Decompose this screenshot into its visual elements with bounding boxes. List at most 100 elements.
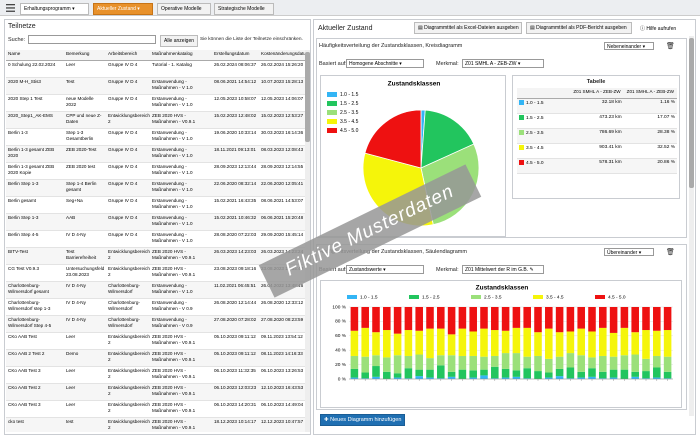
- table-row[interactable]: Berlin 1-3 gesamt ZEB 2020 ZEB 2020-Test G…: [6, 145, 306, 163]
- bar-segment: [372, 355, 380, 367]
- bar-segment: [512, 307, 521, 328]
- table-header: Z01 SMHL A - ZEB-ZW Z01 SMHL A - ZEB-ZW: [517, 88, 677, 99]
- bar-segment: [599, 327, 607, 356]
- mode-select[interactable]: Übereinander ▾: [604, 248, 654, 256]
- bar-segment: [350, 330, 359, 356]
- legend-label: 1.0 - 1.5: [340, 92, 359, 98]
- bar-segment: [534, 355, 542, 372]
- table-row[interactable]: BITV-Test Test Barrierefreiheit Entwicklun…: [6, 247, 306, 265]
- table-row[interactable]: 2020_Step1_AK-EMS CPP und neue Z-Daten Ent…: [6, 111, 306, 129]
- search-input[interactable]: [28, 35, 156, 44]
- pdf-button[interactable]: ▤ Diagrammtitel als PDF-Bericht ausgeben: [526, 22, 632, 34]
- bar-segment: [599, 355, 607, 372]
- table-cell: Demo: [64, 349, 106, 367]
- bar-segment: [350, 368, 359, 378]
- column-header: Kostenänderungsdatum: [259, 50, 306, 61]
- delete-icon[interactable]: 🗑: [666, 249, 675, 256]
- based-select[interactable]: Homogene Abschnitte ▾: [346, 59, 424, 68]
- table-row[interactable]: Charlottenburg-Wilmersdorf step 1-3 IV D …: [6, 298, 306, 316]
- bar-segment: [653, 355, 661, 368]
- pie-slice: [420, 109, 475, 169]
- bar-segment: [372, 366, 380, 377]
- table-cell: 15.02.2021 16:43:35: [212, 196, 259, 214]
- table-row: 1.0 - 1.5 32.18 km 1.16 %: [517, 98, 677, 114]
- table-row[interactable]: Berlin gesamt Seg+Na Gruppe IV D 4 Erstanwe…: [6, 196, 306, 214]
- table-row[interactable]: 2020 Step 1 Test neue Modelle 2022 Gruppe …: [6, 94, 306, 112]
- table-cell: Entwicklungsbereich 2: [106, 349, 150, 367]
- table-row[interactable]: Berlin 1-3 Step 1-3 Gesamtberlin Gruppe IV…: [6, 128, 306, 146]
- tab-active[interactable]: Aktueller Zustand ▾: [93, 3, 153, 15]
- button-label: Diagrammtitel als PDF-Bericht ausgeben: [536, 25, 627, 31]
- y-tick-label: 20 %: [335, 362, 347, 368]
- table-row[interactable]: Berlin Step 4-5 IV D 4-Ny Gruppe IV D 4 Ers…: [6, 230, 306, 248]
- based-label: Basiert auf:: [319, 267, 347, 273]
- table-cell: 06.10.2023 14:49:04: [259, 400, 306, 418]
- add-diagram-button[interactable]: ✚ Neues Diagramm hinzufügen: [320, 414, 406, 426]
- table-cell: 09.11.2023 13:54:12: [259, 332, 306, 350]
- table-cell: Leer: [64, 366, 106, 384]
- bar-segment: [404, 307, 413, 331]
- bar-segment: [350, 307, 359, 331]
- bar-segment: [555, 356, 564, 369]
- bar-segment: [415, 354, 423, 370]
- table-row[interactable]: Charlottenburg-Wilmersdorf Step 4-5 IV D …: [6, 315, 306, 333]
- table-cell: Berlin Step 4-5: [6, 230, 64, 248]
- bar-segment: [469, 355, 477, 371]
- table-row[interactable]: Berlin 1-3 gesamt ZEB 2020 Kopie ZEB 2020…: [6, 162, 306, 180]
- table-cell: 08.03.2023 12:08:43: [259, 145, 306, 163]
- table-row[interactable]: 0 Schulung 22.02.2024 Leer Gruppe IV D 4 Tu…: [6, 60, 306, 78]
- excel-button[interactable]: ▤ Diagrammtitel als Excel-Dateien ausgeb…: [414, 22, 522, 34]
- legend-label: 4.5 - 5.0: [608, 294, 626, 300]
- table-cell: Leer: [64, 332, 106, 350]
- table-cell: 08.06.2021 14:53:07: [259, 196, 306, 214]
- based-select[interactable]: Zustandswerte ▾: [346, 265, 424, 274]
- table-cell: 06.06.2021 15:20:48: [259, 213, 306, 231]
- table-row[interactable]: Charlottenburg-Wilmersdorf gesamt IV D 4-…: [6, 281, 306, 299]
- table-cell: 26.08.2020 12:14:44: [212, 298, 259, 316]
- tab[interactable]: Operative Modelle: [157, 3, 211, 15]
- bar-segment: [599, 371, 607, 379]
- legend-label: 1.5 - 2.5: [422, 294, 440, 300]
- scrollbar[interactable]: [689, 36, 694, 416]
- table-cell: CPP und neue Z-Daten: [64, 111, 106, 129]
- feature-select[interactable]: Z01 Mittelwert der R im G.B. ✎: [462, 265, 544, 274]
- table-cell: CKo AAB Test 3: [6, 366, 64, 384]
- bar-segment: [372, 332, 380, 356]
- bar-segment: [653, 307, 661, 331]
- bar-segment: [609, 377, 618, 379]
- bar-segment: [555, 332, 564, 357]
- mode-select[interactable]: Nebeneinander ▾: [604, 42, 654, 50]
- table-cell: 1.16 %: [623, 98, 677, 114]
- cell-text: 32.52 %: [657, 145, 675, 150]
- tab[interactable]: Strategische Modelle: [214, 3, 274, 15]
- show-all-button[interactable]: Alle anzeigen: [160, 35, 199, 47]
- table-cell: Berlin 1-3 gesamt ZEB 2020 Kopie: [6, 162, 64, 180]
- table-cell: cko test: [6, 417, 64, 432]
- tab-dropdown[interactable]: Erhaltungsprogramm ▾: [20, 3, 89, 15]
- bar-segment: [458, 369, 467, 379]
- bar-segment: [566, 353, 575, 368]
- table-row[interactable]: CKo AAB Test Leer Entwicklungsbereich 2 ZEB…: [6, 332, 306, 350]
- table-cell: CKo AAB 2 Test 2: [6, 349, 64, 367]
- table-cell: 578.31 km: [570, 158, 624, 174]
- table-cell: 903.41 km: [570, 143, 624, 159]
- color-swatch: [519, 115, 524, 120]
- bar-segment: [480, 369, 488, 376]
- bar-segment: [361, 307, 369, 328]
- table-row[interactable]: 2020 M-H_Stis3 Test Gruppe IV D 4 Erstanwen…: [6, 77, 306, 95]
- menu-icon[interactable]: [6, 4, 15, 12]
- table-row[interactable]: Berlin Step 1-3 Step 1-4 Berlin gesamt Gru…: [6, 179, 306, 197]
- table-cell: 22.06.2020 12:05:41: [259, 179, 306, 197]
- table-row[interactable]: Berlin Step 1-3 AAB Gruppe IV D 4 Erstanwen…: [6, 213, 306, 231]
- table-row[interactable]: cko test test Entwicklungsbereich 2 ZEB 202…: [6, 417, 306, 432]
- help-button[interactable]: ⓘ Hilfe aufrufen: [636, 22, 688, 35]
- tab-label: Erhaltungsprogramm: [24, 6, 71, 12]
- delete-icon[interactable]: 🗑: [666, 43, 675, 50]
- bar-segment: [523, 378, 531, 379]
- table-row[interactable]: CKo AAB 2 Test 2 Demo Entwicklungsbereich …: [6, 349, 306, 367]
- feature-select[interactable]: Z01 SMHL A - ZEB-ZW ▾: [462, 59, 544, 68]
